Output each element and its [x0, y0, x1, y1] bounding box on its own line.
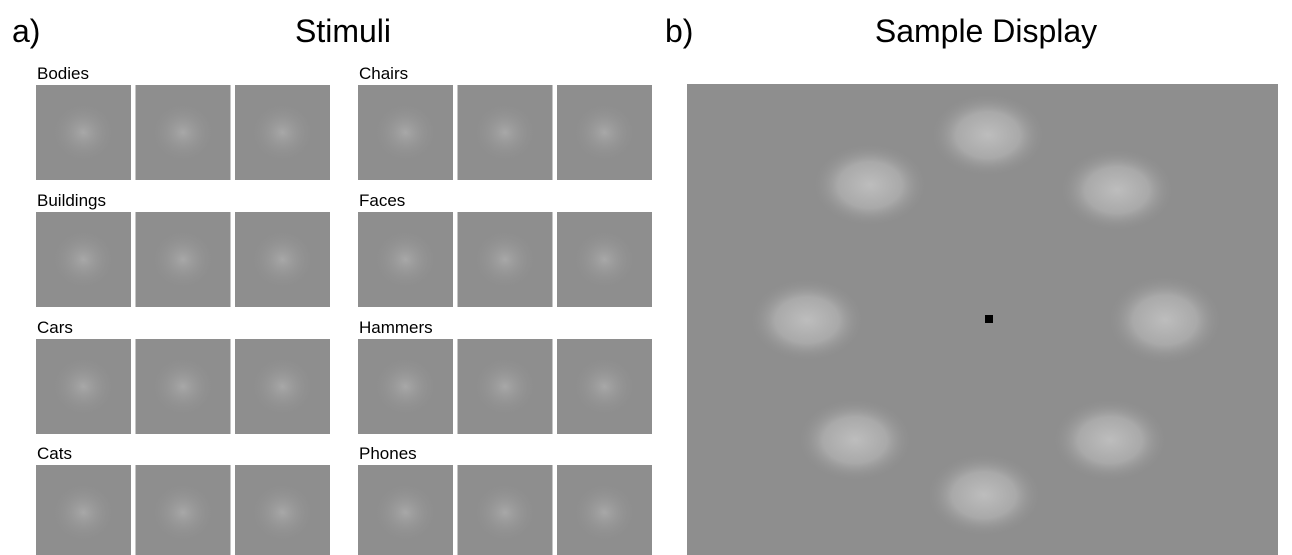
- stimulus-shape: [248, 354, 316, 419]
- stimulus-shape: [371, 100, 439, 165]
- panel-title: Stimuli: [295, 13, 391, 49]
- stimulus-shape: [570, 100, 638, 165]
- stimulus-shape: [371, 227, 439, 292]
- category-label: Cats: [37, 444, 72, 463]
- stimulus-shape: [570, 354, 638, 419]
- stimulus-image: [930, 93, 1046, 177]
- stimulus-shape: [471, 480, 539, 545]
- stimulus-shape: [371, 480, 439, 545]
- panel-label: a): [12, 13, 40, 49]
- stimulus-image: [1107, 275, 1223, 365]
- category-label: Buildings: [37, 191, 106, 210]
- stimulus-shape: [49, 480, 117, 545]
- stimulus-shape: [570, 480, 638, 545]
- stimulus-shape: [471, 354, 539, 419]
- stimulus-shape: [371, 354, 439, 419]
- fixation-point: [985, 315, 993, 323]
- stimulus-shape: [248, 100, 316, 165]
- stimulus-image: [812, 143, 928, 227]
- panel-title: Sample Display: [875, 13, 1097, 49]
- stimulus-shape: [49, 354, 117, 419]
- stimulus-shape: [248, 227, 316, 292]
- stimulus-image: [749, 278, 865, 362]
- stimulus-image: [926, 453, 1042, 537]
- category-label: Faces: [359, 191, 405, 210]
- stimulus-shape: [570, 227, 638, 292]
- stimulus-shape: [248, 480, 316, 545]
- stimulus-shape: [149, 100, 217, 165]
- stimulus-image: [1052, 398, 1168, 482]
- stimulus-image: [797, 398, 913, 482]
- panel-label: b): [665, 13, 693, 49]
- category-label: Cars: [37, 318, 73, 337]
- stimulus-shape: [49, 227, 117, 292]
- category-label: Phones: [359, 444, 417, 463]
- category-label: Hammers: [359, 318, 433, 337]
- stimulus-shape: [149, 354, 217, 419]
- stimulus-shape: [49, 100, 117, 165]
- sample-display: [687, 84, 1278, 555]
- stimulus-shape: [471, 100, 539, 165]
- stimulus-shape: [471, 227, 539, 292]
- stimulus-shape: [149, 480, 217, 545]
- stimulus-shape: [149, 227, 217, 292]
- category-label: Chairs: [359, 64, 408, 83]
- figure: a) Stimuli b) Sample Display Bodies Chair…: [0, 0, 1292, 555]
- category-label: Bodies: [37, 64, 89, 83]
- stimulus-image: [1059, 148, 1175, 232]
